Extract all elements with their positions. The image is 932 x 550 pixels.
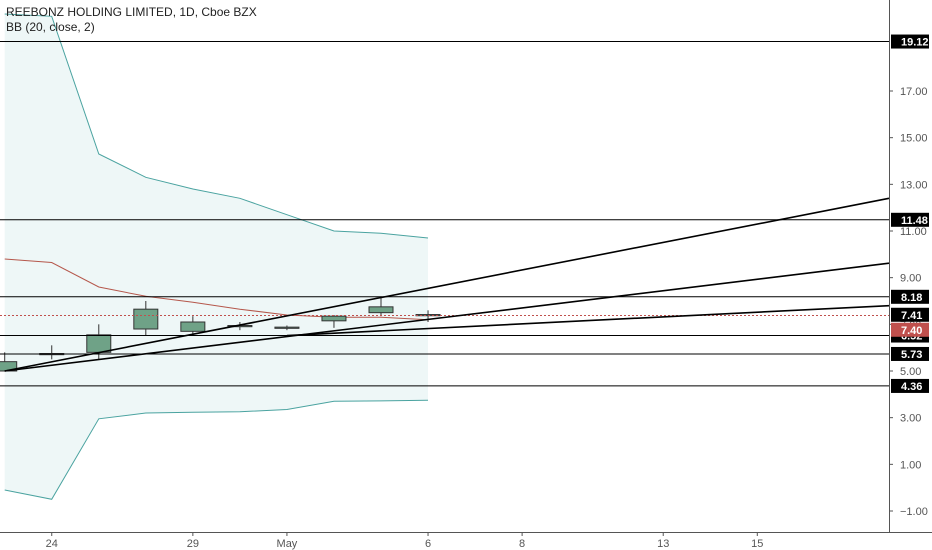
- candle-body: [86, 334, 112, 353]
- y-tick-label: 5.00: [900, 366, 921, 378]
- y-tick-label: 3.00: [900, 413, 921, 425]
- x-tick-label: 13: [657, 538, 669, 550]
- level-label-box: [891, 346, 929, 361]
- bollinger-lower-line: [4, 399, 429, 500]
- bollinger-upper-line: [4, 13, 429, 239]
- y-tick-label: 11.00: [900, 226, 927, 238]
- current-price-label-box: [891, 307, 929, 322]
- trendline: [4, 197, 890, 372]
- level-label-box: [891, 34, 929, 49]
- y-tick-label: 13.00: [900, 179, 928, 191]
- indicator-legend[interactable]: BB (20, close, 2): [6, 20, 95, 34]
- level-label-box: [891, 212, 929, 227]
- bollinger-basis-line: [4, 258, 429, 321]
- y-tick-label: 15.00: [900, 133, 928, 145]
- x-tick-label: 6: [425, 538, 431, 550]
- x-tick-label: 15: [751, 538, 763, 550]
- level-label-text: 11.48: [901, 215, 928, 227]
- level-label-text: 19.12: [901, 37, 929, 49]
- symbol-legend[interactable]: REEBONZ HOLDING LIMITED, 1D, Cboe BZX: [6, 5, 257, 19]
- bollinger-lines-layer: [4, 13, 429, 500]
- x-tick-label: 29: [187, 538, 199, 550]
- current-price-label-text: 7.41: [901, 310, 922, 322]
- y-tick-label: −1.00: [900, 506, 928, 518]
- price-axis-background: [889, 0, 932, 550]
- trendline: [4, 262, 890, 372]
- level-label-box: [891, 378, 929, 393]
- candle-body: [368, 306, 394, 314]
- candle-body: [321, 315, 347, 322]
- x-tick-label: May: [277, 538, 298, 550]
- bollinger-fill-layer: [4, 14, 428, 500]
- last-close-label-box: [891, 322, 929, 337]
- y-tick-label: 1.00: [900, 459, 921, 471]
- level-label-text: 4.36: [901, 381, 922, 393]
- y-tick-label: 9.00: [900, 273, 921, 285]
- bollinger-band-fill: [4, 14, 428, 500]
- candle-body: [180, 321, 206, 332]
- candle-body: [133, 308, 159, 330]
- level-label-box: [891, 289, 929, 304]
- y-tick-label: 17.00: [900, 86, 928, 98]
- time-axis-background: [0, 532, 932, 550]
- level-label-text: 8.18: [901, 292, 922, 304]
- trendline: [286, 304, 890, 337]
- level-label-text: 5.73: [901, 349, 922, 361]
- x-tick-label: 24: [46, 538, 58, 550]
- last-close-label-text: 7.40: [901, 325, 922, 337]
- trendlines-layer: [4, 197, 890, 372]
- candle-body: [274, 326, 300, 329]
- x-tick-label: 8: [519, 538, 525, 550]
